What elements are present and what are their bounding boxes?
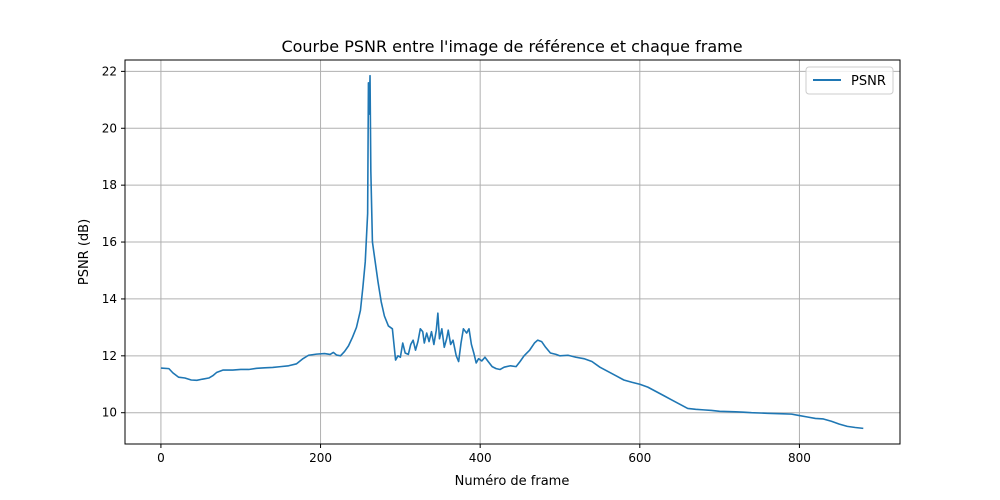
x-tick-label: 800: [788, 451, 811, 465]
axis-ticks: 0 200 400 600 800 10 12 14 16 18 20 22: [102, 64, 811, 465]
chart-title: Courbe PSNR entre l'image de référence e…: [281, 37, 742, 56]
y-tick-label: 22: [102, 64, 117, 78]
legend: PSNR: [805, 66, 894, 95]
y-tick-label: 18: [102, 178, 117, 192]
x-tick-label: 400: [469, 451, 492, 465]
y-tick-label: 10: [102, 406, 117, 420]
x-tick-label: 0: [157, 451, 165, 465]
series-line-psnr: [160, 74, 864, 430]
legend-label-psnr: PSNR: [851, 74, 886, 89]
y-axis-label: PSNR (dB): [77, 219, 92, 285]
y-tick-label: 20: [102, 121, 117, 135]
series-layer: [160, 74, 864, 430]
grid-lines: [125, 60, 900, 444]
x-tick-label: 200: [309, 451, 332, 465]
y-tick-label: 16: [102, 235, 117, 249]
plot-frame: [124, 59, 901, 445]
x-axis-label: Numéro de frame: [455, 474, 570, 489]
y-tick-label: 12: [102, 349, 117, 363]
y-tick-label: 14: [102, 292, 117, 306]
legend-box: [805, 66, 894, 95]
x-tick-label: 600: [628, 451, 651, 465]
